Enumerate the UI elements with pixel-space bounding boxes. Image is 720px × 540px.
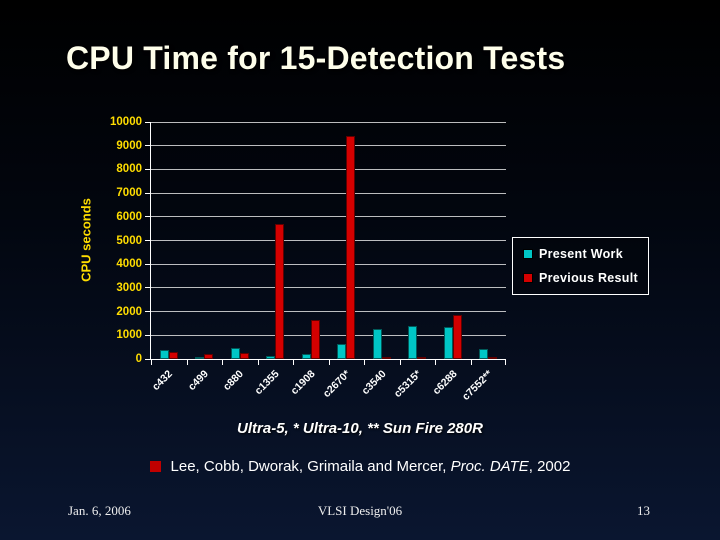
y-axis-title: CPU seconds <box>78 198 94 282</box>
x-tick-mark <box>186 359 188 365</box>
y-tick-label: 2000 <box>116 305 142 318</box>
y-tick-mark <box>145 145 151 147</box>
y-tick-mark <box>145 311 151 313</box>
bar-previous-result <box>417 357 427 359</box>
x-tick-mark <box>222 359 223 365</box>
bar-present-work <box>159 349 169 359</box>
gridline <box>151 168 506 170</box>
legend-swatch-present-work <box>523 249 533 259</box>
bar-present-work <box>266 356 276 359</box>
gridline <box>151 216 506 218</box>
x-axis-labels: c432 c499 c880 c1355 c1908 c2670* c3540 c5315* c… <box>150 361 506 419</box>
y-tick-label: 4000 <box>116 258 142 271</box>
x-tick-mark <box>293 359 294 365</box>
bar-previous-result <box>381 357 391 359</box>
y-tick-label: 6000 <box>116 210 142 223</box>
bar-present-work <box>443 327 453 359</box>
footer-title: VLSI Design'06 <box>317 503 403 518</box>
legend-label-previous-result: Previous Result <box>539 271 638 285</box>
bar-previous-result <box>346 136 356 359</box>
bar-previous-result <box>239 353 249 359</box>
bar-previous-result <box>310 319 320 359</box>
page-title: CPU Time for 15-Detection Tests <box>66 40 566 76</box>
gridline <box>151 311 506 313</box>
legend-entry-previous-result: Previous Result <box>523 271 638 285</box>
gridline <box>151 334 506 336</box>
x-tick-mark <box>470 359 472 365</box>
chart-caption: Ultra-5, * Ultra-10, ** Sun Fire 280R <box>237 420 483 437</box>
y-tick-label: 8000 <box>116 163 142 176</box>
bar-previous-result <box>204 354 214 359</box>
legend-label-present-work: Present Work <box>539 247 623 261</box>
gridline <box>151 240 506 241</box>
x-tick-mark <box>328 359 330 365</box>
reference-year: , 2002 <box>528 458 571 475</box>
gridline <box>151 121 506 123</box>
y-tick-mark <box>145 192 151 194</box>
y-tick-label: 5000 <box>116 234 142 247</box>
reference-text: Lee, Cobb, Dworak, Grimaila and Mercer, … <box>171 458 571 475</box>
y-tick-label: 0 <box>135 353 142 365</box>
bar-previous-result <box>275 223 285 359</box>
reference-authors: Lee, Cobb, Dworak, Grimaila and Mercer, <box>170 458 451 475</box>
bar-present-work <box>408 325 418 359</box>
x-tick-label: c3540 <box>359 368 389 398</box>
y-tick-mark <box>145 263 151 265</box>
gridline <box>151 263 506 265</box>
gridline <box>151 192 506 194</box>
x-tick-label: c1355 <box>252 368 282 398</box>
x-tick-mark <box>257 359 259 365</box>
bar-previous-result <box>168 351 178 359</box>
bar-present-work <box>372 329 382 359</box>
bar-previous-result <box>452 315 462 359</box>
x-tick-mark <box>399 359 401 365</box>
bar-present-work <box>230 348 240 359</box>
bar-present-work <box>195 357 205 359</box>
y-tick-label: 7000 <box>116 187 142 200</box>
x-tick-mark <box>505 359 506 365</box>
x-tick-label: c7552** <box>459 368 495 403</box>
y-tick-label: 9000 <box>116 139 142 152</box>
y-tick-mark <box>145 122 151 123</box>
legend-swatch-previous-result <box>523 273 533 283</box>
y-tick-label: 3000 <box>116 281 142 294</box>
plot-area <box>145 121 506 365</box>
x-tick-mark <box>435 359 436 365</box>
y-tick-mark <box>145 168 151 170</box>
x-tick-label: c1908 <box>288 368 318 398</box>
gridline <box>151 287 506 289</box>
x-tick-label: c499 <box>185 368 211 394</box>
reference-line: Lee, Cobb, Dworak, Grimaila and Mercer, … <box>0 458 720 475</box>
reference-venue: Proc. DATE <box>450 458 529 475</box>
x-tick-mark <box>151 359 152 365</box>
gridline <box>151 145 506 147</box>
x-tick-label: c6288 <box>430 368 460 398</box>
chart-legend: Present Work Previous Result <box>512 237 649 295</box>
footer-page-number: 13 <box>637 503 650 518</box>
bullet-icon <box>149 461 161 472</box>
y-tick-label: 10000 <box>110 116 142 128</box>
legend-entry-present-work: Present Work <box>523 247 638 261</box>
x-tick-label: c2670* <box>320 368 353 401</box>
bar-previous-result <box>488 357 498 359</box>
y-tick-mark <box>145 216 151 218</box>
x-tick-mark <box>364 359 365 365</box>
bar-present-work <box>301 354 311 359</box>
x-tick-label: c432 <box>150 368 176 394</box>
y-tick-mark <box>145 240 151 241</box>
y-axis-ticks: 0 1000 2000 3000 4000 5000 6000 7000 8000 9000 100… <box>98 116 144 365</box>
y-tick-label: 1000 <box>116 329 142 342</box>
x-tick-label: c5315* <box>391 368 424 401</box>
y-tick-mark <box>145 287 151 289</box>
x-tick-label: c880 <box>221 368 247 394</box>
y-tick-mark <box>145 334 151 336</box>
footer-date: Jan. 6, 2006 <box>68 503 131 518</box>
y-tick-mark <box>145 358 151 360</box>
bar-present-work <box>479 349 489 359</box>
bar-present-work <box>337 343 347 359</box>
